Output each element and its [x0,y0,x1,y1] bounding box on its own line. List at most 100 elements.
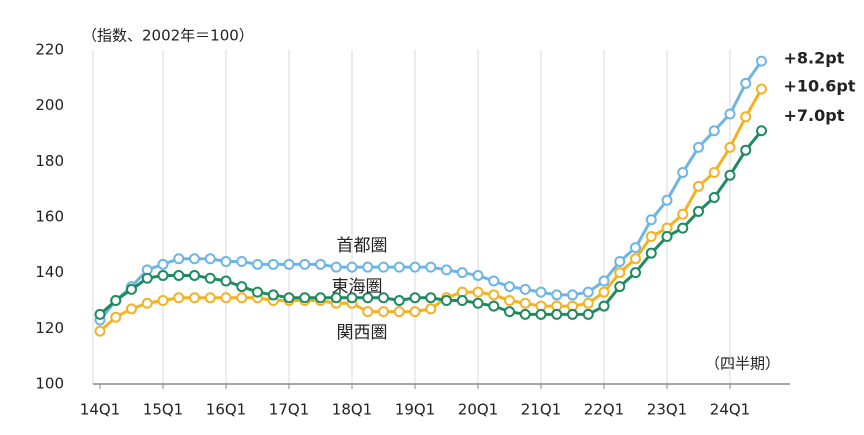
point [315,292,326,304]
point [362,292,374,304]
point [173,292,185,304]
point [504,295,515,306]
point [189,269,200,281]
point [378,306,389,318]
point [504,306,515,318]
x-axis-label: （四半期） [705,355,780,373]
point [645,214,657,226]
y-tick-label: 200 [35,96,64,114]
point [756,55,767,67]
point [708,192,720,204]
point [110,295,122,306]
x-tick-label: 15Q1 [143,401,183,419]
point [614,281,626,293]
point [283,292,295,304]
end-label: +8.2pt [784,49,845,68]
point [315,258,326,270]
point [693,205,704,217]
point [409,306,421,318]
point [504,281,515,293]
point [614,256,626,268]
point [567,289,578,301]
point [252,258,263,270]
point [661,230,673,242]
point [409,292,421,304]
point [425,261,437,273]
point [393,261,405,273]
x-tick-label: 17Q1 [269,401,309,419]
point [283,258,295,270]
point [220,292,232,304]
y-tick-label: 120 [35,319,64,337]
point [677,222,689,234]
x-tick-label: 24Q1 [710,401,750,419]
point [157,258,169,270]
point [378,261,389,273]
point [519,297,531,309]
series-name: 首都圏 [337,236,388,256]
point [708,166,720,178]
point [267,258,279,270]
point [551,308,563,320]
point [519,283,531,295]
point [456,295,468,306]
point [94,325,106,337]
x-tick-label: 14Q1 [80,401,120,419]
point [126,283,137,295]
point [173,269,185,281]
point [693,141,704,153]
series-name: 関西圏 [337,323,388,343]
point [724,108,736,120]
point [299,258,311,270]
series-line [99,129,763,316]
point [220,256,232,268]
point [677,208,689,220]
point [551,289,563,301]
point [425,292,437,304]
point [330,292,342,304]
point [567,308,578,320]
series-line [98,60,763,321]
point [157,269,169,281]
point [346,261,358,273]
point [189,292,200,304]
point [346,292,358,304]
point [330,261,342,273]
point [236,292,248,304]
x-tick-label: 18Q1 [332,401,372,419]
y-tick-label: 140 [35,263,64,281]
point [472,269,484,281]
x-tick-label: 22Q1 [584,401,624,419]
point [157,295,169,306]
point [299,292,311,304]
point [141,272,153,284]
point [393,295,405,306]
x-tick-label: 19Q1 [395,401,435,419]
point [630,242,641,254]
point [724,141,736,153]
point [630,267,641,279]
point [362,306,374,318]
point [362,261,374,273]
point [582,286,594,298]
y-tick-label: 100 [35,375,64,393]
point [110,311,122,323]
end-label: +7.0pt [784,106,845,125]
x-tick-label: 21Q1 [521,401,561,419]
point [677,166,689,178]
point [756,83,767,95]
point [141,297,153,309]
point [94,308,106,320]
point [598,286,610,298]
point [693,180,704,192]
point [488,275,500,287]
point [409,261,421,273]
point [598,300,610,312]
point [425,303,437,315]
point [267,289,279,301]
point [204,292,216,304]
point [519,308,531,320]
point [441,264,452,276]
end-label: +10.6pt [784,76,856,95]
point [378,292,389,304]
